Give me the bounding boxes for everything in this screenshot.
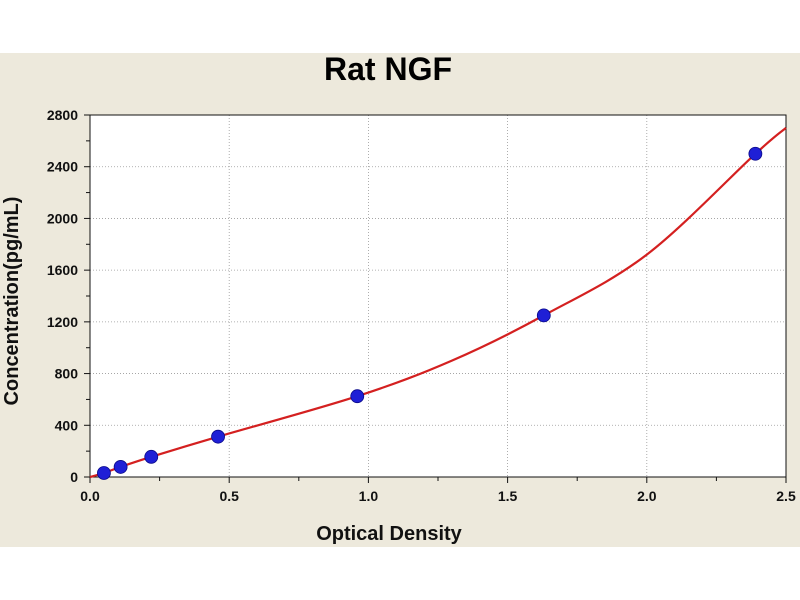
- x-tick-label: 0.0: [80, 488, 100, 504]
- x-tick-label: 1.0: [359, 488, 379, 504]
- x-tick-label: 2.0: [637, 488, 657, 504]
- y-axis-title: Concentration(pg/mL): [1, 197, 23, 406]
- data-point: [350, 389, 365, 404]
- y-tick-label: 0: [70, 469, 78, 485]
- chart-title: Rat NGF: [324, 53, 452, 87]
- data-point: [536, 308, 551, 323]
- data-point: [97, 466, 111, 480]
- grid: [90, 115, 786, 477]
- y-tick-label: 1600: [47, 262, 78, 278]
- y-tick-label: 2400: [47, 159, 78, 175]
- data-point: [113, 460, 128, 474]
- x-tick-label: 1.5: [498, 488, 518, 504]
- x-axis-title: Optical Density: [316, 523, 462, 545]
- y-tick-label: 2800: [47, 107, 78, 123]
- plot-background: [90, 115, 786, 477]
- data-point: [144, 449, 159, 464]
- data-point: [211, 429, 225, 444]
- axis-ticks: 0.0 0.5 1.0 1.5 2.0 2.5 0 400 800 1200 1600 2000 240…: [47, 107, 796, 504]
- y-tick-label: 2000: [47, 210, 78, 226]
- y-tick-label: 800: [55, 366, 79, 382]
- chart-panel: Rat NGF 0.0 0.5 1.0 1.5 2.0 2.5 0 400 800 1200 160…: [0, 53, 800, 547]
- data-points: [97, 146, 763, 480]
- y-tick-label: 1200: [47, 314, 78, 330]
- chart: Rat NGF 0.0 0.5 1.0 1.5 2.0 2.5 0 400 800 1200 160…: [1, 53, 796, 545]
- x-tick-label: 0.5: [219, 488, 239, 504]
- x-tick-label: 2.5: [776, 488, 796, 504]
- y-tick-label: 400: [55, 417, 79, 433]
- data-point: [748, 146, 763, 161]
